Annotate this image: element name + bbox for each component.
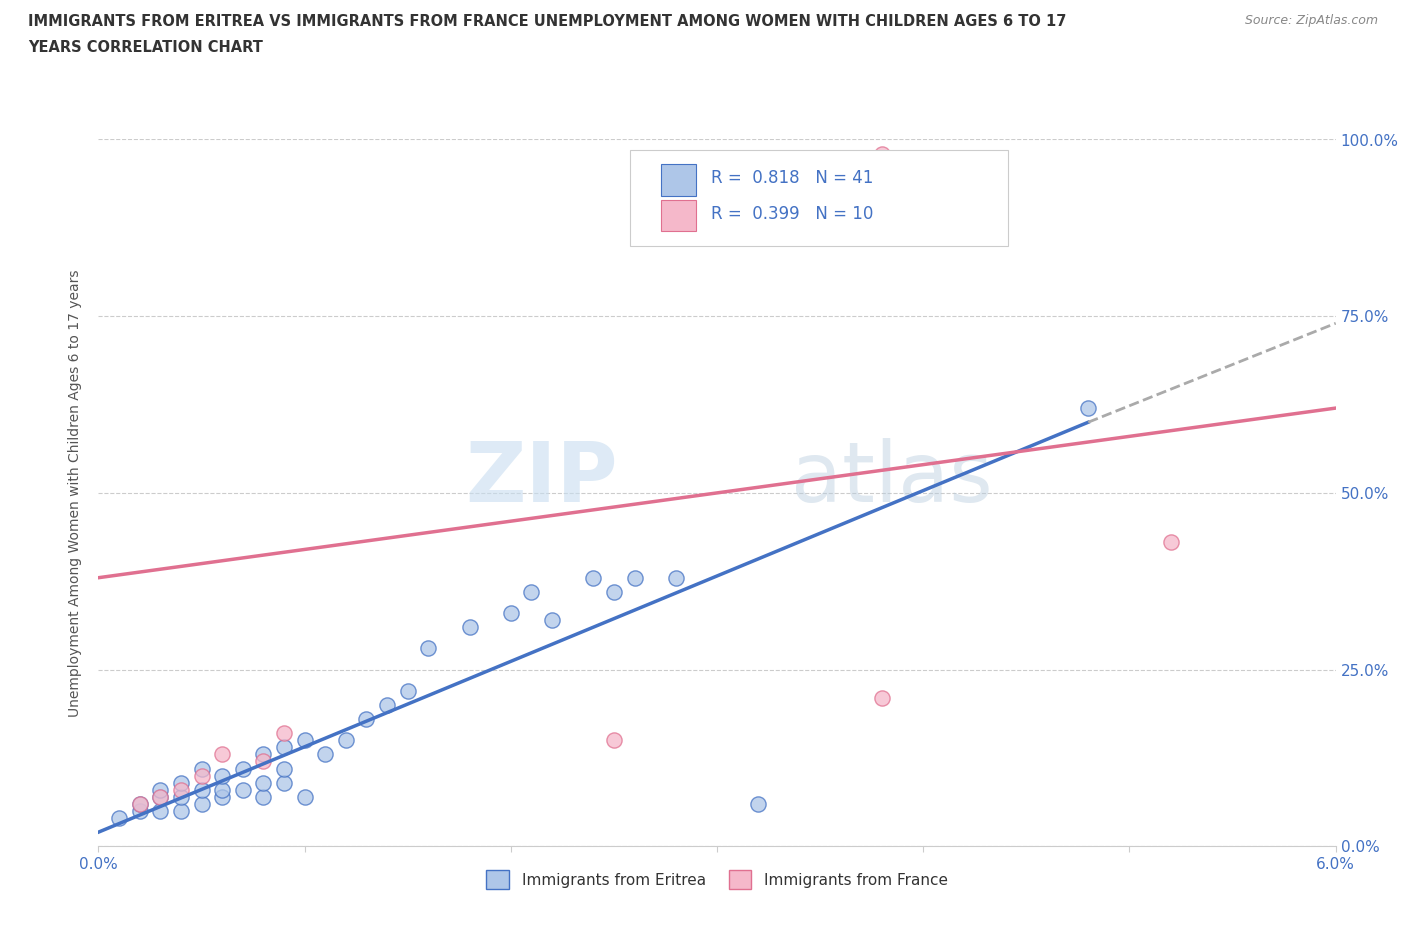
Point [211,768,233,783]
Point [190,782,212,797]
Point [252,747,274,762]
Point [190,768,212,783]
Point [747,796,769,811]
Point [108,811,131,826]
Point [149,790,172,804]
Point [149,782,172,797]
Point [232,761,254,776]
Point [1077,401,1099,416]
Point [603,584,626,599]
Point [273,761,295,776]
Point [499,605,522,620]
Point [294,733,316,748]
Point [232,782,254,797]
Point [149,790,172,804]
Point [314,747,336,762]
Point [128,804,150,818]
Point [273,776,295,790]
Point [190,796,212,811]
Point [211,782,233,797]
Text: atlas: atlas [792,438,993,519]
Text: ZIP: ZIP [465,438,619,519]
Text: IMMIGRANTS FROM ERITREA VS IMMIGRANTS FROM FRANCE UNEMPLOYMENT AMONG WOMEN WITH : IMMIGRANTS FROM ERITREA VS IMMIGRANTS FR… [28,14,1067,29]
Point [870,146,893,161]
Point [665,570,688,585]
Point [541,613,564,628]
Point [252,776,274,790]
Point [870,690,893,705]
Point [252,754,274,769]
Point [294,790,316,804]
Point [273,740,295,755]
Point [190,761,212,776]
Point [149,804,172,818]
Text: Source: ZipAtlas.com: Source: ZipAtlas.com [1244,14,1378,27]
Point [273,725,295,740]
Legend: Immigrants from Eritrea, Immigrants from France: Immigrants from Eritrea, Immigrants from… [481,864,953,896]
Point [335,733,357,748]
FancyBboxPatch shape [630,150,1008,246]
Point [375,698,398,712]
Point [623,570,645,585]
Point [396,684,419,698]
Y-axis label: Unemployment Among Women with Children Ages 6 to 17 years: Unemployment Among Women with Children A… [69,269,83,717]
FancyBboxPatch shape [661,165,696,196]
Text: YEARS CORRELATION CHART: YEARS CORRELATION CHART [28,40,263,55]
Point [128,796,150,811]
Text: R =  0.818   N = 41: R = 0.818 N = 41 [711,169,873,187]
Point [356,711,378,726]
Text: R =  0.399   N = 10: R = 0.399 N = 10 [711,205,873,222]
Point [211,790,233,804]
FancyBboxPatch shape [661,200,696,232]
Point [170,776,193,790]
Point [418,641,440,656]
Point [1160,535,1182,550]
Point [128,796,150,811]
Point [170,782,193,797]
Point [603,733,626,748]
Point [520,584,543,599]
Point [252,790,274,804]
Point [170,804,193,818]
Point [582,570,605,585]
Point [211,747,233,762]
Point [458,619,481,634]
Point [170,790,193,804]
